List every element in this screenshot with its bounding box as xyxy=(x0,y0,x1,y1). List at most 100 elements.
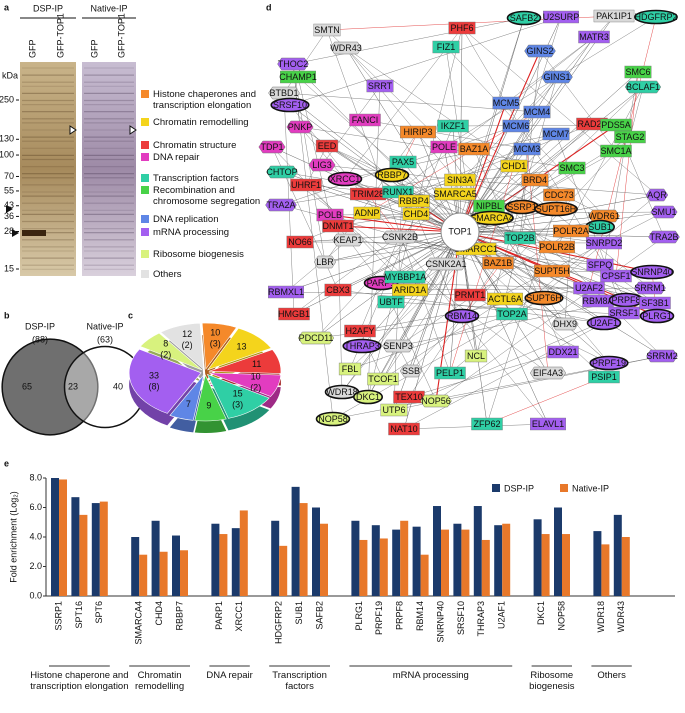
bar xyxy=(379,538,388,596)
x-tick-label: XRCC1 xyxy=(234,601,244,632)
node-label: NAT10 xyxy=(390,424,417,434)
bar xyxy=(554,507,562,596)
bar xyxy=(441,529,449,596)
bar xyxy=(71,497,80,596)
y-tick-label: 6.0 xyxy=(29,502,42,512)
edge xyxy=(337,231,461,291)
node-hex xyxy=(313,255,337,269)
edge xyxy=(461,27,507,104)
node-ellipse xyxy=(270,97,310,113)
edge xyxy=(345,47,461,233)
legend-swatch xyxy=(141,118,149,126)
node-label: TRIM28 xyxy=(352,189,384,199)
slice-sub-label: (2) xyxy=(182,340,193,350)
node-hex xyxy=(266,165,298,179)
node-label: PSIP1 xyxy=(591,372,617,382)
node-hex xyxy=(265,198,297,212)
node-label: HIRIP3 xyxy=(403,127,432,137)
slice-label: 8 xyxy=(163,338,168,348)
node-label: RBMXL1 xyxy=(268,287,304,297)
node-label: NOP58 xyxy=(318,414,348,424)
bar xyxy=(279,545,288,596)
bar xyxy=(219,534,228,596)
node-rect xyxy=(388,422,420,436)
node-rect xyxy=(268,285,305,299)
node-hex xyxy=(382,339,414,353)
edge xyxy=(521,206,553,272)
node-label: GINS1 xyxy=(543,72,570,82)
legend-label: Native-IP xyxy=(572,483,609,493)
node-label: MCM7 xyxy=(543,129,570,139)
slice-label: 10 xyxy=(210,328,220,338)
edge xyxy=(324,231,461,263)
legend-label: DNA replication xyxy=(153,214,219,225)
node-hex xyxy=(646,349,678,363)
edge xyxy=(410,136,631,372)
node-rect xyxy=(444,173,476,187)
node-rect xyxy=(458,142,490,156)
node-label: SUPT5H xyxy=(534,266,570,276)
edge xyxy=(505,36,595,104)
edge xyxy=(397,299,627,347)
node-label: SMC1A xyxy=(600,146,631,156)
x-tick-label: DKC1 xyxy=(536,601,546,625)
node-label: SRSF10 xyxy=(273,100,307,110)
venn-set xyxy=(1,338,99,436)
node-label: TRA2A xyxy=(266,200,295,210)
slice-sub-label: (8) xyxy=(148,382,159,392)
node-label: PLRG1 xyxy=(642,311,672,321)
bar xyxy=(481,539,490,596)
node-rect xyxy=(454,288,486,302)
node-rect xyxy=(578,30,610,44)
pie-slice xyxy=(206,327,272,371)
node-hex xyxy=(420,394,452,408)
node-label: TOP2B xyxy=(505,233,534,243)
node-rect xyxy=(593,9,635,23)
node-label: PDCD11 xyxy=(299,333,334,343)
node-label: ADNP xyxy=(354,208,379,218)
node-rect xyxy=(344,324,376,338)
pie-slice xyxy=(194,374,227,422)
node-label: BAZ1A xyxy=(460,144,489,154)
node-hex xyxy=(645,188,669,202)
panel-letter: b xyxy=(4,310,10,320)
node-hex xyxy=(330,41,362,55)
x-tick-label: SSRP1 xyxy=(53,601,63,631)
node-rect xyxy=(384,270,426,284)
node-label: THRAP3 xyxy=(344,341,380,351)
node-label: BAZ1B xyxy=(484,258,513,268)
node-label: SRRM1 xyxy=(634,283,666,293)
pie-slice xyxy=(208,372,282,397)
node-label: DDX21 xyxy=(548,347,577,357)
node-rect xyxy=(487,292,524,306)
node-ellipse xyxy=(589,355,629,371)
node-label: LBR xyxy=(316,257,334,267)
x-tick-label: SNRNP40 xyxy=(435,601,445,643)
node-hex xyxy=(297,331,335,345)
bar xyxy=(91,503,100,596)
bar xyxy=(621,537,630,596)
node-label: MCM3 xyxy=(514,144,541,154)
node-label: UTP6 xyxy=(382,405,405,415)
node-label: RAD21 xyxy=(577,119,606,129)
node-rect xyxy=(278,307,310,321)
node-rect xyxy=(547,345,579,359)
node-rect xyxy=(521,173,549,187)
x-tick-label: HDGFRP2 xyxy=(274,601,284,644)
legend-label: Transcription factors xyxy=(153,173,239,184)
node-label: BCLAF1 xyxy=(626,82,660,92)
bar xyxy=(613,514,622,596)
node-label: CHD1 xyxy=(502,161,527,171)
node-label: UBTF xyxy=(379,297,403,307)
bar xyxy=(59,479,67,596)
node-ellipse xyxy=(342,338,382,354)
group-label: Ribosome biogenesis xyxy=(529,670,575,692)
y-axis-label: Fold enrichment (Log₂) xyxy=(8,491,18,583)
group-label: Histone chaperone and transcription elon… xyxy=(30,670,129,692)
arrowhead xyxy=(12,229,19,237)
node-label: PDS5A xyxy=(601,120,631,130)
node-rect xyxy=(353,206,381,220)
node-label: U2AF1 xyxy=(590,318,618,328)
node-label: TEX10 xyxy=(395,392,423,402)
node-rect xyxy=(530,417,567,431)
